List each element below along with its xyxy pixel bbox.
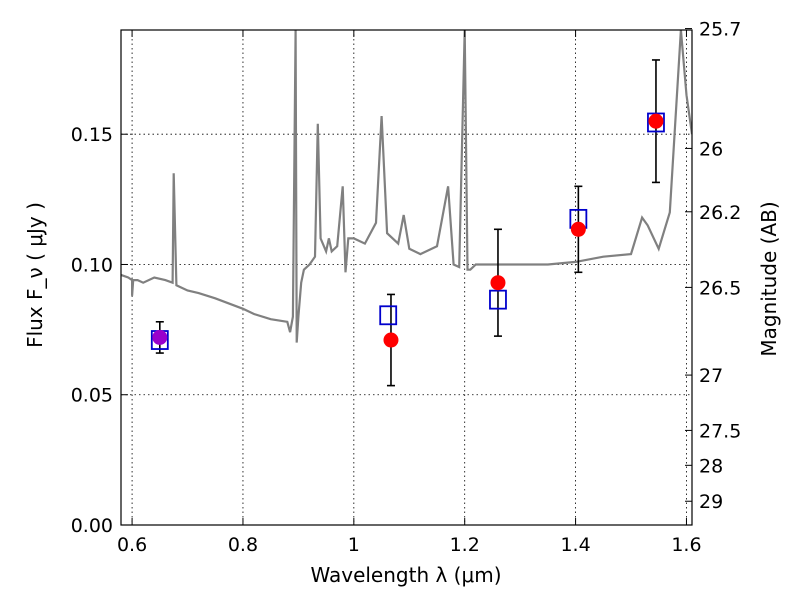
observed-point	[570, 221, 586, 237]
y2-tick-label: 27	[699, 365, 723, 387]
grid	[121, 30, 692, 525]
y-tick-label: 0.05	[71, 385, 113, 407]
y-axis-label: Flux F_ν ( μJy )	[23, 202, 47, 348]
y-axis-ticks: 0.00 0.05 0.10 0.15	[71, 124, 128, 537]
y2-tick-label: 26	[699, 138, 723, 160]
y-tick-label: 0.15	[71, 124, 113, 146]
observed-points	[152, 113, 664, 348]
model-spectrum	[121, 30, 692, 343]
x-axis-ticks: 0.6 0.8 1 1.2 1.4 1.6	[117, 30, 702, 556]
y-tick-label: 0.10	[71, 254, 113, 276]
model-photometry-box	[489, 289, 507, 310]
y2-tick-label: 27.5	[699, 420, 741, 442]
observed-point	[152, 329, 168, 345]
observed-point	[383, 332, 399, 348]
y2-axis-label: Magnitude (AB)	[757, 201, 781, 356]
y2-tick-label: 28	[699, 455, 723, 477]
plot-frame	[120, 29, 693, 526]
y-tick-label: 0.00	[71, 515, 113, 537]
y2-tick-label: 26.2	[699, 202, 741, 224]
y2-tick-label: 29	[699, 491, 723, 513]
x-tick-label: 1.4	[560, 534, 590, 556]
x-tick-label: 1.2	[450, 534, 480, 556]
model-spectrum-line	[121, 30, 692, 343]
x-tick-label: 1.6	[671, 534, 701, 556]
x-axis-label: Wavelength λ (μm)	[310, 563, 501, 587]
model-photometry-box	[647, 112, 665, 133]
x-tick-label: 0.8	[228, 534, 258, 556]
model-photometry-boxes	[150, 112, 665, 350]
observed-point	[648, 113, 664, 129]
y2-tick-label: 26.5	[699, 277, 741, 299]
y2-axis-ticks: 25.7 26 26.2 26.5 27 27.5 28 29	[685, 19, 741, 513]
error-bars	[155, 59, 660, 387]
observed-point	[490, 275, 506, 291]
x-tick-label: 0.6	[117, 534, 147, 556]
x-tick-label: 1	[348, 534, 360, 556]
y2-tick-label: 25.7	[699, 19, 741, 41]
model-photometry-box	[379, 305, 398, 326]
